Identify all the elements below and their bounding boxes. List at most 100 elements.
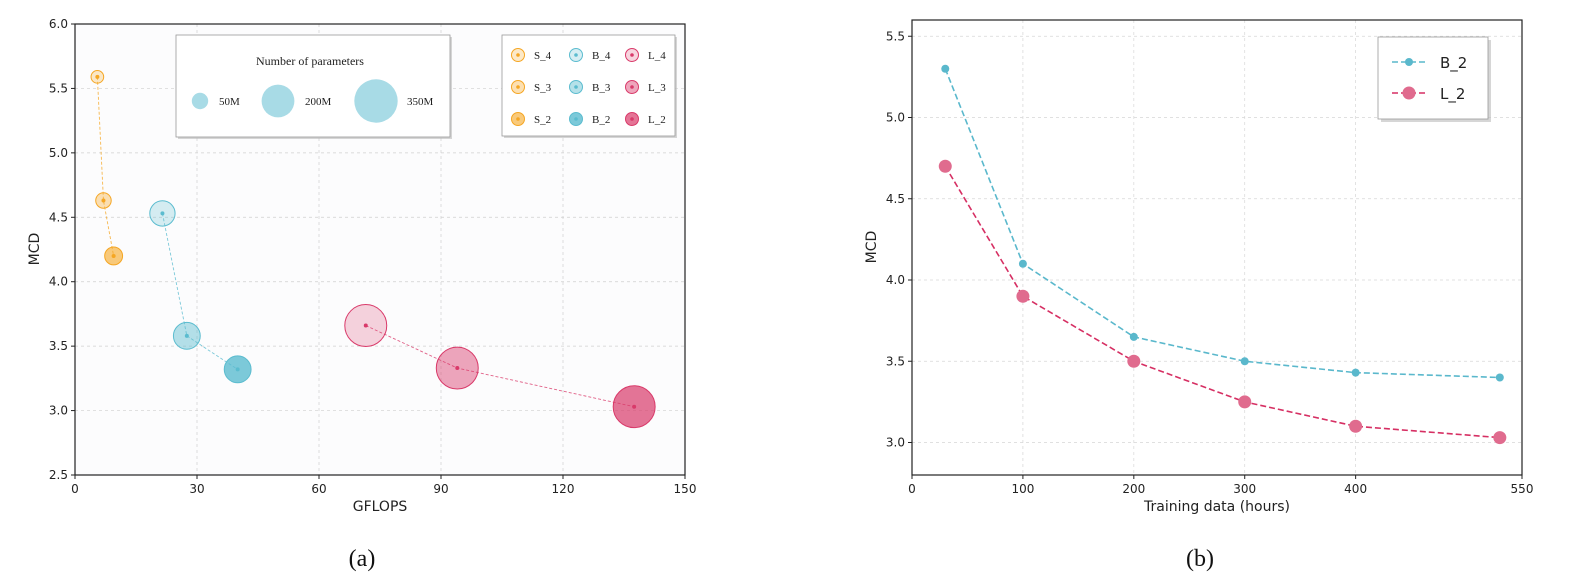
size-legend-title: Number of parameters bbox=[256, 54, 364, 68]
series-line-B_2 bbox=[944, 68, 1500, 379]
bubble-center-L_2 bbox=[632, 404, 637, 409]
connector-S bbox=[96, 76, 115, 257]
chart-b-legend-items: B_2 L_2 bbox=[1392, 54, 1467, 104]
x-tick-label: 300 bbox=[1233, 482, 1256, 496]
series-point-B_2 bbox=[1129, 332, 1138, 341]
x-tick-label: 120 bbox=[552, 482, 575, 496]
y-tick-label: 5.0 bbox=[886, 111, 905, 125]
series-point-B_2 bbox=[1351, 368, 1360, 377]
bubble-center-L_4 bbox=[363, 323, 368, 328]
legend-label-B_4: B_4 bbox=[592, 50, 611, 62]
legend-marker-dot-L_4 bbox=[630, 53, 634, 57]
y-tick-label: 3.5 bbox=[49, 339, 68, 353]
size-legend-circle-50M bbox=[191, 92, 209, 110]
legend-marker-dot-S_3 bbox=[516, 85, 520, 89]
legend-marker-L_2 bbox=[1402, 86, 1416, 100]
series-point-L_2 bbox=[938, 159, 952, 173]
y-tick-label: 3.0 bbox=[886, 436, 905, 450]
x-tick-label: 100 bbox=[1011, 482, 1034, 496]
legend-label-B_2: B_2 bbox=[592, 114, 610, 126]
legend-marker-dot-S_2 bbox=[516, 117, 520, 121]
bubble-center-S_3 bbox=[101, 198, 106, 203]
x-tick-label: 0 bbox=[71, 482, 79, 496]
bubble-center-B_3 bbox=[184, 333, 189, 338]
model-legend-items: S_4 S_3 S_2 B_4 B_3 B_2 L_4 L_3 L_2 bbox=[511, 48, 666, 126]
legend-label-L_2: L_2 bbox=[648, 114, 666, 126]
y-tick-label: 4.5 bbox=[49, 210, 68, 224]
legend-marker-dot-B_2 bbox=[574, 117, 578, 121]
x-tick-label: 200 bbox=[1122, 482, 1145, 496]
size-legend-circle-200M bbox=[261, 84, 295, 118]
series-point-L_2 bbox=[1493, 431, 1507, 445]
chart-b-ticks: 0 100 200 300 400 550 3.0 3.5 4.0 4.5 5.0 5.5 bbox=[886, 29, 1534, 496]
series-line-L_2 bbox=[944, 165, 1500, 439]
legend-label-L_3: L_3 bbox=[648, 82, 666, 94]
y-tick-label: 3.5 bbox=[886, 354, 905, 368]
y-tick-label: 5.5 bbox=[886, 29, 905, 43]
chart-b-frame bbox=[911, 19, 1523, 476]
chart-b-caption: (b) bbox=[1186, 546, 1214, 572]
size-legend-label-200M: 200M bbox=[305, 96, 332, 108]
legend-marker-dot-B_3 bbox=[574, 85, 578, 89]
chart-a-caption: (a) bbox=[349, 546, 376, 572]
series-point-B_2 bbox=[1495, 373, 1504, 382]
series-point-L_2 bbox=[1016, 289, 1030, 303]
y-tick-label: 6.0 bbox=[49, 17, 68, 31]
x-tick-label: 30 bbox=[189, 482, 204, 496]
connector-B bbox=[161, 213, 238, 370]
legend-label-B_3: B_3 bbox=[592, 82, 611, 94]
y-tick-label: 5.5 bbox=[49, 81, 68, 95]
y-tick-label: 2.5 bbox=[49, 468, 68, 482]
bubble-center-B_2 bbox=[235, 367, 240, 372]
chart-a-points bbox=[90, 70, 656, 429]
size-legend-circle-350M bbox=[354, 79, 398, 123]
series-point-L_2 bbox=[1238, 395, 1252, 409]
y-tick-label: 4.5 bbox=[886, 192, 905, 206]
bubble-center-B_4 bbox=[160, 211, 165, 216]
chart-b-x-label: Training data (hours) bbox=[1143, 499, 1290, 515]
legend-marker-dot-L_3 bbox=[630, 85, 634, 89]
x-tick-label: 60 bbox=[311, 482, 326, 496]
legend-label-S_4: S_4 bbox=[534, 50, 552, 62]
chart-a: 0 30 60 90 120 150 2.5 3.0 3.5 4.0 4.5 5.0 5.5 6.0 GF… bbox=[27, 17, 696, 572]
legend-label-L_2: L_2 bbox=[1440, 85, 1465, 104]
series-point-B_2 bbox=[1018, 259, 1027, 268]
size-legend-label-350M: 350M bbox=[407, 96, 434, 108]
y-tick-label: 5.0 bbox=[49, 146, 68, 160]
legend-marker-dot-S_4 bbox=[516, 53, 520, 57]
bubble-center-S_2 bbox=[111, 253, 116, 258]
chart-a-x-label: GFLOPS bbox=[353, 499, 408, 515]
x-tick-label: 0 bbox=[908, 482, 916, 496]
x-tick-label: 550 bbox=[1511, 482, 1534, 496]
x-tick-label: 150 bbox=[674, 482, 697, 496]
y-tick-label: 3.0 bbox=[49, 404, 68, 418]
series-point-L_2 bbox=[1127, 354, 1141, 368]
size-legend: Number of parameters 50M 200M 350M bbox=[175, 34, 452, 139]
legend-label-B_2: B_2 bbox=[1440, 54, 1467, 73]
chart-a-frame bbox=[74, 23, 686, 476]
legend-label-L_4: L_4 bbox=[648, 50, 666, 62]
chart-b-legend: B_2 L_2 bbox=[1377, 36, 1491, 122]
x-tick-label: 400 bbox=[1344, 482, 1367, 496]
size-legend-label-50M: 50M bbox=[219, 96, 240, 108]
chart-b-y-label: MCD bbox=[864, 231, 880, 264]
bubble-center-L_3 bbox=[455, 366, 460, 371]
chart-a-ticks: 0 30 60 90 120 150 2.5 3.0 3.5 4.0 4.5 5.0 5.5 6.0 bbox=[49, 17, 697, 496]
legend-marker-B_2 bbox=[1405, 58, 1413, 66]
legend-label-S_3: S_3 bbox=[534, 82, 552, 94]
legend-marker-dot-L_2 bbox=[630, 117, 634, 121]
bubble-center-S_4 bbox=[95, 74, 100, 79]
chart-a-y-label: MCD bbox=[27, 233, 43, 266]
chart-b: 0 100 200 300 400 550 3.0 3.5 4.0 4.5 5.0 5.5 Train… bbox=[864, 19, 1534, 572]
series-point-B_2 bbox=[941, 64, 950, 73]
model-legend: S_4 S_3 S_2 B_4 B_3 B_2 L_4 L_3 L_2 bbox=[501, 34, 677, 138]
x-tick-label: 90 bbox=[433, 482, 448, 496]
y-tick-label: 4.0 bbox=[886, 273, 905, 287]
legend-label-S_2: S_2 bbox=[534, 114, 551, 126]
size-legend-items: 50M 200M 350M bbox=[191, 79, 434, 123]
y-tick-label: 4.0 bbox=[49, 275, 68, 289]
chart-b-series bbox=[938, 64, 1507, 445]
legend-marker-dot-B_4 bbox=[574, 53, 578, 57]
series-point-B_2 bbox=[1240, 357, 1249, 366]
